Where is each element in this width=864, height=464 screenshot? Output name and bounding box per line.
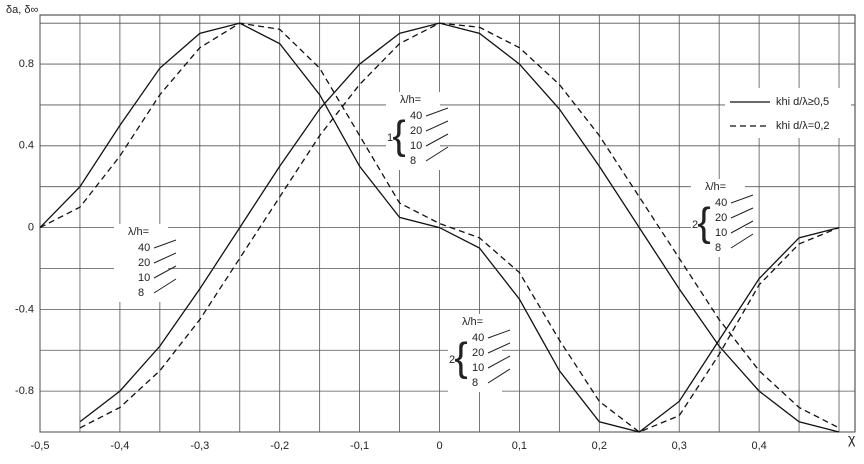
annotation-leader [730,194,754,204]
x-tick-label: -0,4 [110,440,129,452]
y-tick-label: -0.4 [15,303,34,315]
annotation-value: 10 [715,227,727,239]
annotation-value: 40 [472,332,484,344]
annotation-title: λ/h= [705,181,726,193]
x-tick-label: -0,2 [270,440,289,452]
annotation-leader [730,207,754,219]
y-tick-label: 0.4 [19,140,34,152]
curve [39,22,840,433]
annotation-value: 8 [138,287,144,299]
annotation-bg [448,314,502,392]
annotation-brace: { [392,114,405,158]
y-axis-label: δa, δ∞ [6,4,38,16]
legend-label: khi d/λ≥0,5 [776,96,829,108]
annotation-value: 10 [138,272,150,284]
x-tick-label: -0,3 [190,440,209,452]
annotation-value: 20 [472,347,484,359]
annotation-brace: { [697,201,710,245]
annotation-title: λ/h= [128,226,149,238]
annotation-brace: { [454,336,467,380]
annotation-value: 20 [715,212,727,224]
x-tick-label: -0,1 [350,440,369,452]
annotation-value: 8 [715,242,721,254]
annotation-index: 2 [449,354,455,366]
annotation-value: 40 [138,242,150,254]
legend-label: khi d/λ=0,2 [776,120,830,132]
x-tick-label: 0,3 [672,440,687,452]
annotation-index: 2 [692,219,698,231]
curve [39,22,840,433]
annotation-leader [153,278,177,294]
annotation-leader [487,342,511,354]
annotation-value: 20 [138,257,150,269]
annotation-leader [487,329,511,339]
annotation-leader [487,368,511,384]
annotation-leader [153,239,177,249]
annotation-leader [487,355,511,369]
x-axis-label: χ [848,431,856,447]
annotation-leader [153,252,177,264]
annotation-leader [730,220,754,234]
x-tick-label: -0,5 [31,440,50,452]
annotation-value: 40 [715,197,727,209]
annotation-leader [730,233,754,249]
annotation-title: λ/h= [462,316,483,328]
y-tick-label: 0 [28,221,34,233]
annotation-value: 10 [472,362,484,374]
annotation-value: 40 [410,110,422,122]
annotation-value: 10 [410,140,422,152]
annotation-value: 8 [410,155,416,167]
annotation-leader [153,265,177,279]
curve [79,22,840,429]
annotation-leader [425,133,449,147]
y-tick-label: -0.8 [15,385,34,397]
x-tick-label: 0 [436,440,442,452]
annotation-title: λ/h= [400,94,421,106]
annotation-bg [386,92,440,170]
x-tick-label: 0,1 [512,440,527,452]
legend-box [725,88,851,138]
annotation-leader [425,120,449,132]
annotation-leader [425,107,449,117]
annotation-bg [691,179,745,257]
annotation-leader [425,146,449,162]
annotation-index: 1 [387,132,393,144]
x-tick-label: 0,2 [592,440,607,452]
x-tick-label: 0,4 [751,440,766,452]
annotation-value: 20 [410,125,422,137]
annotation-bg [114,224,168,302]
y-tick-label: 0.8 [19,58,34,70]
annotation-value: 8 [472,377,478,389]
curve [79,22,840,433]
